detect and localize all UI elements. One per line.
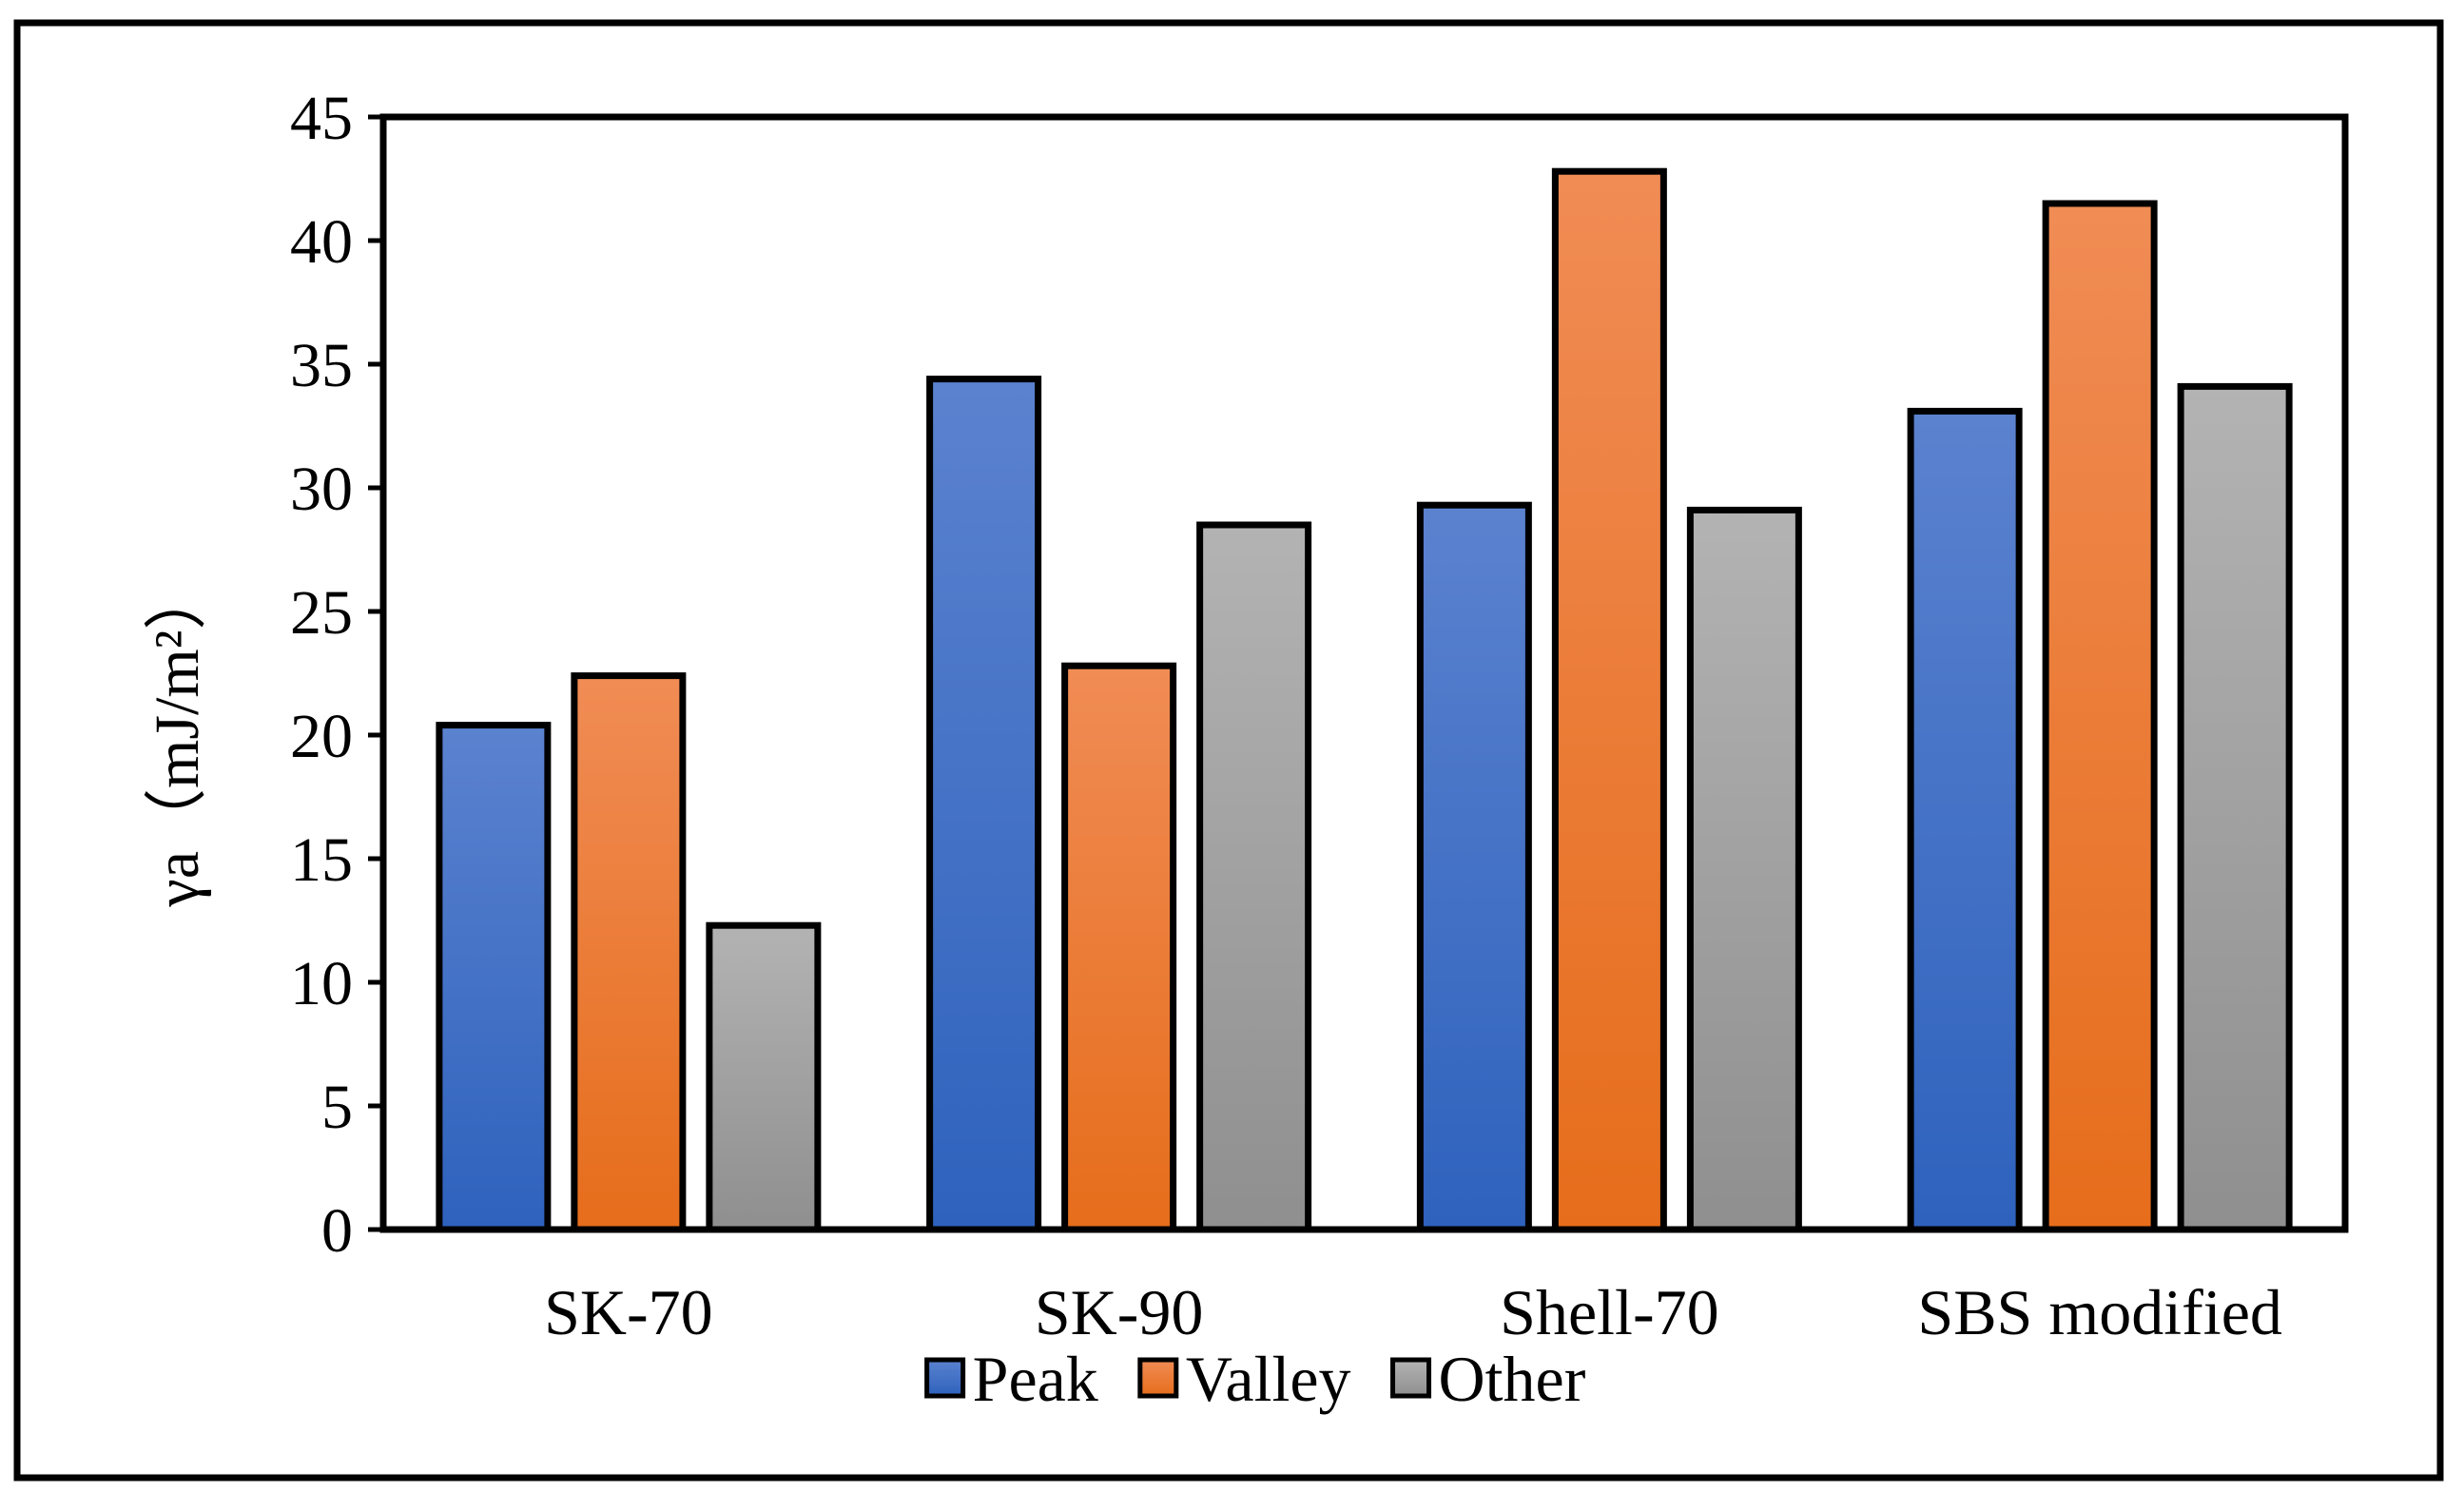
y-tick-label: 20 <box>290 702 353 771</box>
y-tick-label: 40 <box>290 207 353 277</box>
legend-label-other: Other <box>1439 1343 1586 1415</box>
plot-area <box>379 113 2349 1233</box>
y-tick-label: 30 <box>290 455 353 524</box>
y-axis-title: γa（mJ/m²） <box>143 568 212 908</box>
y-tick-label: 15 <box>290 825 353 895</box>
x-axis: SK-70 SK-90 Shell-70 SBS modified <box>544 1276 2282 1348</box>
bar-valley-sk-70 <box>571 672 687 1233</box>
bar-peak-shell-70 <box>1416 501 1532 1233</box>
x-category-label: SBS modified <box>1917 1276 2282 1348</box>
y-tick-label: 45 <box>290 84 353 153</box>
bar-valley-sk-90 <box>1061 662 1177 1233</box>
x-category-label: Shell-70 <box>1500 1276 1718 1348</box>
bars-layer <box>436 167 2293 1233</box>
bar-valley-sbs-modified <box>2042 200 2158 1233</box>
y-tick-label: 35 <box>290 331 353 400</box>
bar-peak-sk-70 <box>436 722 552 1233</box>
legend-swatch-valley <box>1137 1357 1179 1399</box>
legend-label-valley: Valley <box>1186 1343 1351 1415</box>
y-tick-label: 5 <box>321 1073 353 1142</box>
y-tick-label: 0 <box>321 1196 353 1266</box>
legend-swatch-other <box>1390 1357 1432 1399</box>
bar-peak-sk-90 <box>926 376 1042 1233</box>
bar-other-sbs-modified <box>2177 382 2293 1233</box>
legend-swatch-peak <box>924 1357 966 1399</box>
y-axis: 0 5 10 15 20 25 30 35 40 45 <box>290 84 383 1266</box>
bar-valley-shell-70 <box>1551 167 1667 1233</box>
bar-other-sk-90 <box>1196 521 1312 1233</box>
legend: Peak Valley Other <box>924 1343 1586 1415</box>
x-category-label: SK-90 <box>1035 1276 1204 1348</box>
x-category-label: SK-70 <box>544 1276 713 1348</box>
y-tick-label: 10 <box>290 949 353 1018</box>
y-tick-label: 25 <box>290 578 353 648</box>
figure-frame <box>13 19 2444 1482</box>
bar-other-shell-70 <box>1686 506 1802 1233</box>
legend-label-peak: Peak <box>973 1343 1098 1415</box>
bar-peak-sbs-modified <box>1907 407 2023 1233</box>
bar-other-sk-70 <box>706 921 822 1233</box>
